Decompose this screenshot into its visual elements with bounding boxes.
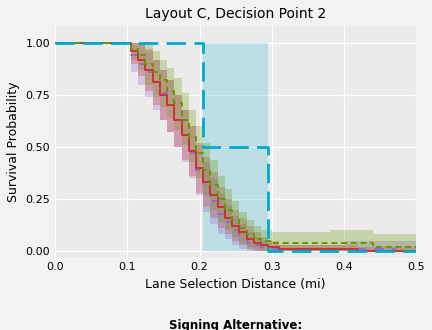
Title: Layout C, Decision Point 2: Layout C, Decision Point 2 — [145, 7, 326, 21]
Y-axis label: Survival Probability: Survival Probability — [7, 82, 20, 202]
Legend: 1, 2, 3, 4: 1, 2, 3, 4 — [138, 314, 333, 330]
X-axis label: Lane Selection Distance (mi): Lane Selection Distance (mi) — [146, 278, 326, 291]
